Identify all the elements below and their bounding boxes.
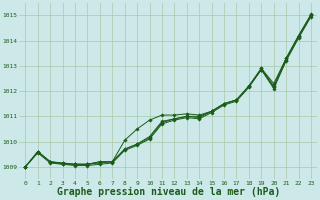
X-axis label: Graphe pression niveau de la mer (hPa): Graphe pression niveau de la mer (hPa) bbox=[57, 187, 280, 197]
